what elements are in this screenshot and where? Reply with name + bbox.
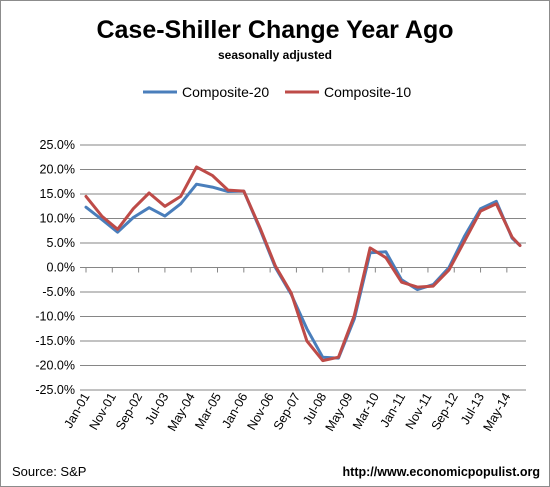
y-axis-ticks: 25.0% 20.0% 15.0% 10.0% 5.0% 0.0% -5.0% -10.0% -… [35, 138, 75, 397]
chart-title: Case-Shiller Change Year Ago [96, 16, 453, 44]
source-url: http://www.economicpopulist.org [343, 465, 540, 479]
y-tick-label: -10.0% [35, 310, 75, 324]
legend-label: Composite-10 [324, 84, 411, 100]
y-tick-label: 20.0% [40, 163, 75, 177]
y-tick-label: -5.0% [42, 285, 75, 299]
y-tick-label: 25.0% [40, 138, 75, 152]
series-line-composite-20 [84, 182, 522, 360]
x-axis [80, 267, 526, 273]
x-axis-ticks: Jan-01Nov-01Sep-02Jul-03May-04Mar-05Jan-… [61, 390, 513, 433]
y-tick-label: -20.0% [35, 359, 75, 373]
legend-label: Composite-20 [182, 84, 269, 100]
x-tick-label: Mar-05 [192, 390, 224, 431]
y-tick-label: -25.0% [35, 383, 75, 397]
x-tick-label: Sep-12 [429, 390, 461, 432]
series-line-composite-10 [84, 165, 522, 363]
y-tick-label: 5.0% [47, 236, 76, 250]
chart-subtitle: seasonally adjusted [218, 48, 332, 62]
x-tick-label: Sep-07 [271, 390, 303, 432]
series-lines [84, 165, 522, 363]
gridlines [80, 144, 526, 391]
y-tick-label: 0.0% [47, 261, 76, 275]
y-tick-label: 15.0% [40, 187, 75, 201]
y-tick-label: 10.0% [40, 212, 75, 226]
legend: Composite-20 Composite-10 [143, 84, 411, 100]
y-tick-label: -15.0% [35, 334, 75, 348]
x-tick-label: Mar-10 [350, 390, 382, 431]
x-tick-label: Sep-02 [113, 390, 145, 432]
source-note: Source: S&P [12, 464, 86, 479]
